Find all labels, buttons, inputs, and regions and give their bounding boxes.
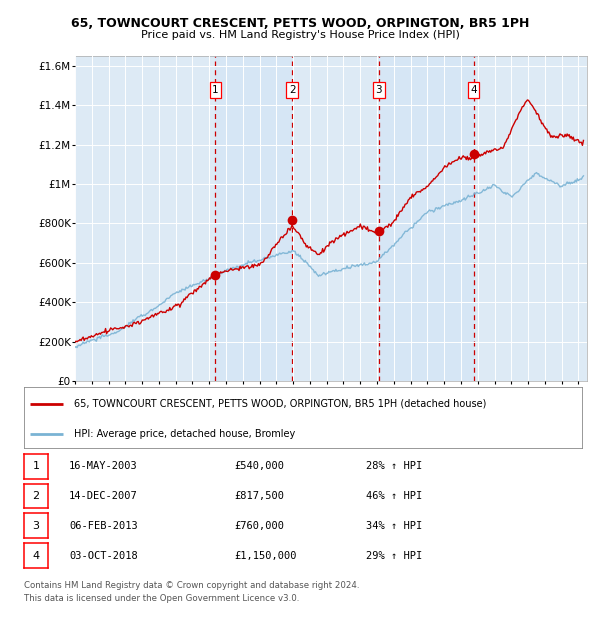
Text: £540,000: £540,000 [234, 461, 284, 471]
Text: 46% ↑ HPI: 46% ↑ HPI [366, 491, 422, 501]
Text: 16-MAY-2003: 16-MAY-2003 [69, 461, 138, 471]
Text: 65, TOWNCOURT CRESCENT, PETTS WOOD, ORPINGTON, BR5 1PH: 65, TOWNCOURT CRESCENT, PETTS WOOD, ORPI… [71, 17, 529, 30]
Text: Contains HM Land Registry data © Crown copyright and database right 2024.: Contains HM Land Registry data © Crown c… [24, 581, 359, 590]
Text: 34% ↑ HPI: 34% ↑ HPI [366, 521, 422, 531]
Text: 3: 3 [376, 85, 382, 95]
Text: £817,500: £817,500 [234, 491, 284, 501]
Text: 3: 3 [32, 521, 40, 531]
Text: 1: 1 [32, 461, 40, 471]
Text: 65, TOWNCOURT CRESCENT, PETTS WOOD, ORPINGTON, BR5 1PH (detached house): 65, TOWNCOURT CRESCENT, PETTS WOOD, ORPI… [74, 399, 487, 409]
Text: This data is licensed under the Open Government Licence v3.0.: This data is licensed under the Open Gov… [24, 593, 299, 603]
Text: 06-FEB-2013: 06-FEB-2013 [69, 521, 138, 531]
Text: HPI: Average price, detached house, Bromley: HPI: Average price, detached house, Brom… [74, 429, 295, 440]
Text: Price paid vs. HM Land Registry's House Price Index (HPI): Price paid vs. HM Land Registry's House … [140, 30, 460, 40]
Text: 28% ↑ HPI: 28% ↑ HPI [366, 461, 422, 471]
Text: 4: 4 [470, 85, 477, 95]
Text: 2: 2 [32, 491, 40, 501]
Text: 14-DEC-2007: 14-DEC-2007 [69, 491, 138, 501]
Text: 2: 2 [289, 85, 296, 95]
Bar [215, 56, 292, 381]
Text: £1,150,000: £1,150,000 [234, 551, 296, 560]
Text: 03-OCT-2018: 03-OCT-2018 [69, 551, 138, 560]
Text: 1: 1 [212, 85, 219, 95]
Text: 29% ↑ HPI: 29% ↑ HPI [366, 551, 422, 560]
Text: £760,000: £760,000 [234, 521, 284, 531]
Text: 4: 4 [32, 551, 40, 560]
Bar [379, 56, 473, 381]
